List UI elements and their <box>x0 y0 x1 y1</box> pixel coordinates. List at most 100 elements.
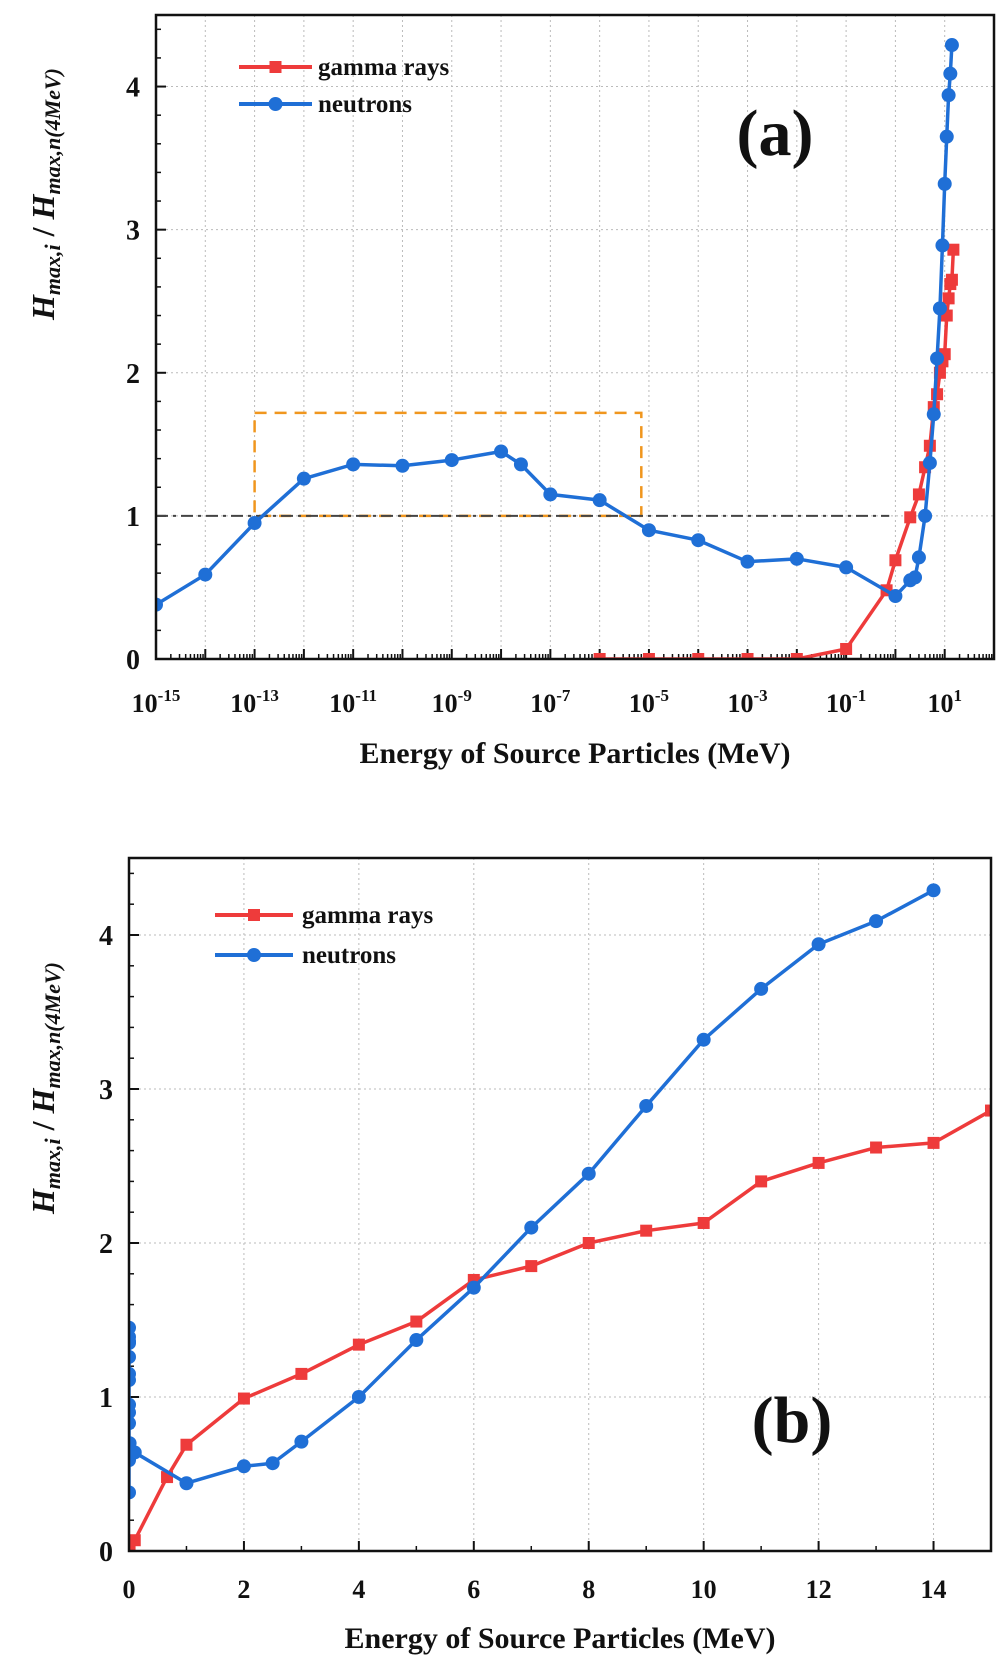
data-point-neutron <box>888 589 903 604</box>
y-label-main2: H <box>25 1087 61 1114</box>
x-tick-exponent: -9 <box>458 686 472 705</box>
y-label-main: H <box>25 294 61 321</box>
data-point-neutron <box>944 38 959 53</box>
data-point-gamma <box>904 511 917 524</box>
data-point-neutron <box>409 1333 424 1348</box>
y-label-sep: / <box>25 219 61 244</box>
data-point-neutron <box>691 533 706 548</box>
data-point-gamma <box>582 1237 595 1249</box>
data-point-gamma <box>985 1104 991 1117</box>
ticks <box>128 872 992 1552</box>
x-tick-exponent: -7 <box>556 686 571 705</box>
data-point-neutron <box>789 551 804 566</box>
panel-label: (b) <box>752 1384 833 1457</box>
highlight-box <box>253 411 643 518</box>
x-tick-label: 12 <box>806 1575 832 1604</box>
x-tick-exponent: -11 <box>355 686 377 705</box>
x-tick-exponent: -5 <box>655 686 669 705</box>
data-point-neutron <box>937 176 952 191</box>
data-point-neutron <box>926 883 941 898</box>
y-tick-label: 0 <box>99 1537 113 1568</box>
y-label-sub2: max,n(4MeV) <box>40 962 65 1089</box>
legend-marker <box>269 61 282 73</box>
x-tick-label: 10-13 <box>230 686 279 718</box>
data-point-neutron <box>926 407 941 422</box>
y-label-sep: / <box>25 1113 61 1138</box>
data-point-neutron <box>129 1405 136 1420</box>
data-point-gamma <box>912 488 925 501</box>
data-point-gamma <box>593 653 606 659</box>
x-tick-label: 10-7 <box>530 686 571 718</box>
x-tick-exponent: -1 <box>852 686 866 705</box>
x-tick-label: 10-1 <box>826 686 866 718</box>
x-tick-base: 10 <box>230 689 256 718</box>
y-tick-label: 1 <box>99 1383 113 1414</box>
y-tick-label: 1 <box>126 502 140 533</box>
x-tick-label: 2 <box>237 1575 250 1604</box>
y-label-main: H <box>25 1188 61 1215</box>
x-tick-label: 101 <box>927 686 962 718</box>
x-tick-base: 10 <box>530 689 556 718</box>
data-point-neutron <box>943 66 958 81</box>
x-tick-base: 10 <box>826 689 852 718</box>
x-tick-exponent: -3 <box>753 686 767 705</box>
data-point-neutron <box>296 471 311 486</box>
y-axis-label: Hmax,i / Hmax,n(4MeV) <box>25 962 65 1215</box>
data-point-neutron <box>236 1459 251 1474</box>
data-point-neutron <box>265 1456 280 1471</box>
y-tick-label: 4 <box>126 73 140 104</box>
x-tick-label: 6 <box>467 1575 480 1604</box>
x-tick-exponent: -13 <box>256 686 279 705</box>
x-tick-label: 8 <box>582 1575 595 1604</box>
x-tick-base: 10 <box>432 689 458 718</box>
series-group <box>129 883 991 1551</box>
data-point-neutron <box>740 554 755 569</box>
data-point-gamma <box>942 292 955 305</box>
data-point-neutron <box>395 458 410 473</box>
data-point-gamma <box>295 1367 308 1380</box>
legend-marker <box>247 948 261 962</box>
data-point-neutron <box>524 1220 539 1235</box>
legend: gamma rays neutrons <box>239 54 449 118</box>
data-point-neutron <box>129 1349 136 1364</box>
x-tick-base: 10 <box>927 689 953 718</box>
legend-label: gamma rays <box>302 902 433 929</box>
plot-frame <box>154 13 996 661</box>
data-point-neutron <box>494 444 509 459</box>
data-point-neutron <box>696 1032 711 1047</box>
data-point-neutron <box>179 1476 194 1491</box>
data-point-neutron <box>908 570 923 585</box>
x-tick-base: 10 <box>727 689 753 718</box>
x-tick-label: 10-5 <box>629 686 669 718</box>
y-label-sub1: max,i <box>40 1137 65 1189</box>
x-tick-label: 10 <box>691 1575 717 1604</box>
x-tick-base: 10 <box>329 689 355 718</box>
data-point-neutron <box>513 457 528 472</box>
y-tick-label: 2 <box>126 359 140 390</box>
series-group <box>156 38 960 659</box>
legend: gamma rays neutrons <box>215 902 433 969</box>
data-point-gamma <box>410 1315 423 1328</box>
legend-label: neutrons <box>302 942 396 969</box>
data-point-gamma <box>889 554 902 567</box>
data-point-gamma <box>237 1392 250 1405</box>
data-point-gamma <box>640 1224 653 1237</box>
series-line-neutrons <box>156 44 954 607</box>
data-point-neutron <box>543 487 558 502</box>
x-tick-label: 10-3 <box>727 686 767 718</box>
y-label-sub1: max,i <box>40 243 65 295</box>
grid <box>156 15 994 659</box>
legend-marker <box>248 909 260 921</box>
data-point-neutron <box>811 937 826 952</box>
panel-label: (a) <box>737 97 814 170</box>
data-point-gamma <box>642 653 655 659</box>
x-tick-base: 10 <box>629 689 655 718</box>
data-point-gamma <box>180 1438 193 1451</box>
ticks <box>155 28 995 660</box>
data-point-neutron <box>156 597 163 612</box>
data-point-gamma <box>931 388 944 401</box>
data-point-neutron <box>129 1373 136 1388</box>
data-point-neutron <box>592 493 607 508</box>
data-point-gamma <box>129 1534 141 1547</box>
